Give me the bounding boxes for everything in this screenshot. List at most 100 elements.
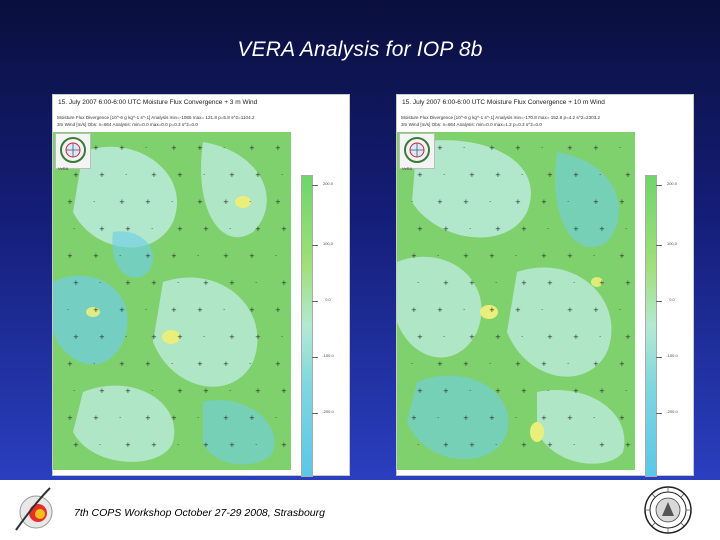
grid-marker: + <box>411 252 417 260</box>
grid-marker: · <box>255 279 257 287</box>
grid-marker: + <box>417 333 423 341</box>
grid-marker: + <box>521 387 527 395</box>
colorbar-tick-line <box>656 185 662 186</box>
circular-swoosh-logo-icon <box>12 486 56 534</box>
colorbar-tick: 100.0 <box>322 241 333 246</box>
grid-marker: · <box>223 306 225 314</box>
grid-marker: + <box>249 414 255 422</box>
grid-marker: + <box>67 360 73 368</box>
grid-marker: + <box>73 333 79 341</box>
grid-marker: · <box>547 387 549 395</box>
grid-marker: + <box>249 252 255 260</box>
grid-marker: + <box>469 171 475 179</box>
colorbar-tick-line <box>312 301 318 302</box>
grid-marker: + <box>151 333 157 341</box>
grid-marker: + <box>203 225 209 233</box>
grid-marker: + <box>573 387 579 395</box>
grid-marker: · <box>469 387 471 395</box>
grid-marker: + <box>437 360 443 368</box>
grid-marker: + <box>255 225 261 233</box>
field-map-graphic: + + · + + · + + · + · + + · + + · + · + + · + + · + + + + · + + · + + · + · + +… <box>397 132 635 470</box>
grid-marker: + <box>177 333 183 341</box>
grid-marker: · <box>599 333 601 341</box>
grid-marker: + <box>599 441 605 449</box>
grid-marker: · <box>463 144 465 152</box>
grid-marker: + <box>541 360 547 368</box>
grid-marker: · <box>573 441 575 449</box>
grid-marker: · <box>171 198 173 206</box>
grid-marker: · <box>521 333 523 341</box>
grid-marker: · <box>599 171 601 179</box>
grid-marker: + <box>521 225 527 233</box>
field-map-graphic: · + + · + + · + + + + · + + · + + · + · + + · + + · + · + + · + + · + + + + · +… <box>53 132 291 470</box>
grid-marker: + <box>625 441 631 449</box>
colorbar-tick: -100.0 <box>666 353 678 358</box>
grid-marker: + <box>541 252 547 260</box>
grid-marker: + <box>541 414 547 422</box>
grid-marker: · <box>417 441 419 449</box>
grid-marker: + <box>275 360 281 368</box>
grid-marker: + <box>515 144 521 152</box>
grid-marker: + <box>573 225 579 233</box>
grid-marker: + <box>171 306 177 314</box>
grid-marker: · <box>541 306 543 314</box>
grid-marker: + <box>223 360 229 368</box>
grid-marker: + <box>151 441 157 449</box>
grid-marker: + <box>541 198 547 206</box>
grid-marker: + <box>171 144 177 152</box>
grid-marker: + <box>145 414 151 422</box>
grid-marker: · <box>281 333 283 341</box>
grid-marker: + <box>197 306 203 314</box>
grid-marker: · <box>249 360 251 368</box>
colorbar-tick: -100.0 <box>322 353 334 358</box>
grid-marker: + <box>521 279 527 287</box>
grid-marker: + <box>99 333 105 341</box>
grid-marker: + <box>119 198 125 206</box>
grid-marker: · <box>119 414 121 422</box>
grid-marker: + <box>599 225 605 233</box>
grid-marker: + <box>125 387 131 395</box>
grid-marker: · <box>437 252 439 260</box>
grid-marker: + <box>495 387 501 395</box>
colorbar-tick-line <box>312 185 318 186</box>
grid-marker: · <box>275 252 277 260</box>
grid-marker: + <box>463 198 469 206</box>
grid-marker: + <box>515 198 521 206</box>
grid-marker: + <box>489 414 495 422</box>
grid-marker: + <box>593 144 599 152</box>
grid-marker: + <box>93 252 99 260</box>
field-map: · + + · + + · + + + + · + + · + + · + · + + · + + · + · + + · + + · + + + + · +… <box>53 132 291 470</box>
university-seal-icon <box>644 486 692 534</box>
grid-marker: + <box>223 414 229 422</box>
grid-marker: + <box>171 252 177 260</box>
grid-marker: · <box>73 387 75 395</box>
grid-marker: + <box>411 306 417 314</box>
panel-info-line-2: 3m Wind [m/s] Obs: n=664 Analysis: min=0… <box>57 122 198 127</box>
grid-marker: + <box>73 171 79 179</box>
grid-marker: · <box>437 414 439 422</box>
grid-marker: + <box>547 441 553 449</box>
grid-marker: + <box>177 387 183 395</box>
vera-logo-icon <box>399 133 435 169</box>
grid-marker: · <box>177 441 179 449</box>
grid-marker: · <box>67 306 69 314</box>
grid-marker: + <box>521 441 527 449</box>
grid-marker: + <box>281 387 287 395</box>
grid-marker: · <box>593 252 595 260</box>
grid-marker: + <box>593 198 599 206</box>
grid-marker: · <box>489 360 491 368</box>
grid-marker: + <box>567 306 573 314</box>
panel-info-line-2: 3m Wind [m/s] Obs: n=664 Analysis: min=0… <box>401 122 542 127</box>
grid-marker: · <box>229 387 231 395</box>
grid-marker: + <box>567 414 573 422</box>
grid-marker: + <box>417 387 423 395</box>
grid-marker: · <box>469 225 471 233</box>
grid-marker: · <box>119 252 121 260</box>
grid-marker: + <box>495 333 501 341</box>
grid-marker: + <box>417 225 423 233</box>
grid-marker: + <box>593 360 599 368</box>
grid-marker: · <box>417 279 419 287</box>
grid-marker: · <box>197 414 199 422</box>
panel-info-line-1: Moisture Flux Divergence [10^-6 g kg^-1 … <box>57 115 255 120</box>
grid-marker: · <box>443 171 445 179</box>
